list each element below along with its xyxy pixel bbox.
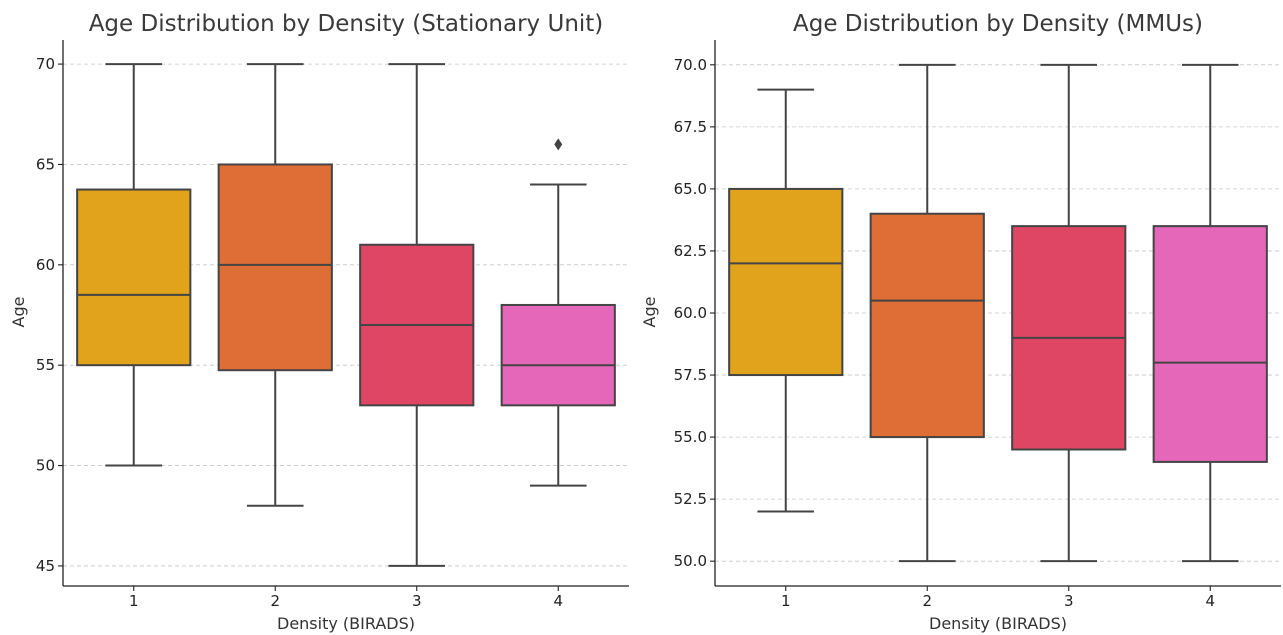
x-tick-label: 1: [781, 592, 791, 610]
y-axis-label: Age: [9, 297, 28, 328]
y-tick-label: 70: [36, 55, 55, 73]
box-density-1: [76, 188, 192, 367]
boxplot-stationary: Age Distribution by Density (Stationary …: [9, 11, 629, 633]
y-tick-label: 55.0: [674, 428, 707, 446]
x-tick-label: 3: [1064, 592, 1074, 610]
y-tick-label: 50.0: [674, 552, 707, 570]
x-tick-label: 2: [922, 592, 932, 610]
y-tick-label: 62.5: [674, 242, 707, 260]
y-tick-label: 67.5: [674, 118, 707, 136]
y-tick-label: 70.0: [674, 56, 707, 74]
x-axis-label: Density (BIRADS): [277, 614, 415, 633]
y-tick-label: 60.0: [674, 304, 707, 322]
y-tick-label: 45: [36, 557, 55, 575]
boxplot-mmus: Age Distribution by Density (MMUs) Densi…: [643, 11, 1281, 633]
y-tick-label: 55: [36, 356, 55, 374]
chart-title: Age Distribution by Density (Stationary …: [89, 11, 604, 37]
y-tick-label: 50: [36, 457, 55, 475]
x-tick-label: 4: [553, 592, 563, 610]
chart-title: Age Distribution by Density (MMUs): [793, 11, 1203, 37]
x-axis-label: Density (BIRADS): [929, 614, 1067, 633]
box-density-2: [869, 212, 985, 439]
chart-panel-mmus: Age Distribution by Density (MMUs) Densi…: [643, 0, 1283, 635]
box-density-4: [500, 303, 616, 407]
y-tick-label: 57.5: [674, 366, 707, 384]
y-tick-label: 60: [36, 256, 55, 274]
box-density-1: [728, 187, 844, 377]
x-tick-label: 4: [1205, 592, 1215, 610]
x-tick-label: 1: [129, 592, 139, 610]
y-tick-label: 65.0: [674, 180, 707, 198]
x-tick-label: 3: [412, 592, 422, 610]
y-tick-label: 65: [36, 155, 55, 173]
chart-panel-stationary: Age Distribution by Density (Stationary …: [0, 0, 640, 635]
y-tick-label: 52.5: [674, 490, 707, 508]
outlier-point: [554, 138, 563, 151]
box-density-4: [1152, 225, 1268, 463]
y-axis-label: Age: [643, 297, 659, 328]
x-tick-label: 2: [270, 592, 280, 610]
box-density-2: [217, 163, 333, 372]
